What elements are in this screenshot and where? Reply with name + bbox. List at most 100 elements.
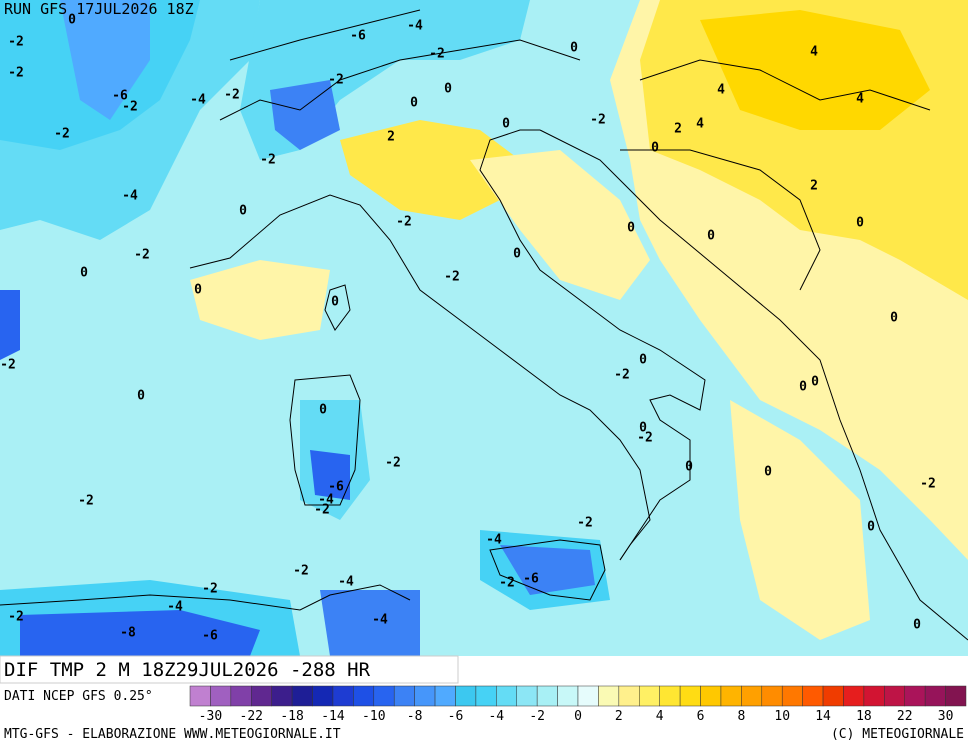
contour-label: -4 xyxy=(122,189,138,204)
colorbar-swatch xyxy=(373,685,395,707)
contour-label: -2 xyxy=(328,73,344,88)
colorbar-swatch xyxy=(291,685,313,707)
contour-label: 0 xyxy=(707,229,715,244)
colorbar-swatch xyxy=(781,685,803,707)
colorbar-swatch xyxy=(741,685,763,707)
contour-label: -2 xyxy=(396,215,412,230)
contour-label: 2 xyxy=(674,122,682,137)
map-background xyxy=(0,0,968,656)
colorbar-swatch xyxy=(189,685,211,707)
contour-label: 0 xyxy=(80,266,88,281)
contour-label: 0 xyxy=(137,389,145,404)
copyright-label: (C) METEOGIORNALE xyxy=(831,727,964,742)
colorbar-swatch xyxy=(720,685,742,707)
contour-label: 0 xyxy=(811,375,819,390)
colorbar-swatch xyxy=(761,685,783,707)
colorbar-swatch xyxy=(414,685,436,707)
coastlines xyxy=(0,9,968,641)
colorbar-label: 14 xyxy=(815,709,831,724)
contour-label: 0 xyxy=(570,41,578,56)
contour-label: -4 xyxy=(190,93,206,108)
colorbar-swatch xyxy=(496,685,517,707)
colorbar-swatch xyxy=(251,685,272,707)
colorbar-swatch xyxy=(863,685,885,707)
colorbar-swatch xyxy=(455,685,477,707)
contour-label: 4 xyxy=(717,83,725,98)
colorbar-label: -4 xyxy=(488,709,504,724)
contour-label: 0 xyxy=(68,13,76,28)
colorbar-swatch xyxy=(353,685,375,707)
contour-label: -2 xyxy=(314,503,330,518)
source-label: DATI NCEP GFS 0.25° xyxy=(4,689,153,704)
colorbar-label: 6 xyxy=(697,709,705,724)
contour-label: -4 xyxy=(486,533,502,548)
colorbar-swatch xyxy=(536,685,558,707)
contour-label: 0 xyxy=(639,353,647,368)
colorbar-label: -2 xyxy=(529,709,545,724)
contour-label: -6 xyxy=(202,629,218,644)
colorbar-label: 0 xyxy=(574,709,582,724)
colorbar-swatch xyxy=(700,685,722,707)
colorbar-swatch xyxy=(822,685,844,707)
contour-label: 2 xyxy=(387,130,395,145)
contour-label: 0 xyxy=(502,117,510,132)
colorbar-swatch xyxy=(577,685,599,707)
contour-label: -2 xyxy=(224,88,240,103)
field-label: DIF TMP 2 M 18Z29JUL2026 -288 HR xyxy=(4,659,371,681)
contour-label: 0 xyxy=(331,295,339,310)
contour-label: -2 xyxy=(8,35,24,50)
contour-label: -2 xyxy=(385,456,401,471)
contour-label: 4 xyxy=(696,117,704,132)
colorbar-label: 4 xyxy=(656,709,664,724)
contour-label: -2 xyxy=(920,477,936,492)
contour-label: -2 xyxy=(577,516,593,531)
contour-label: -4 xyxy=(167,600,183,615)
contour-label: 0 xyxy=(867,520,875,535)
colorbar-label: 18 xyxy=(856,709,872,724)
contour-label: 0 xyxy=(194,283,202,298)
colorbar-swatch xyxy=(639,685,660,707)
contour-label: -2 xyxy=(8,66,24,81)
colorbar-swatch xyxy=(945,685,967,707)
colorbar-swatch xyxy=(393,685,415,707)
colorbar-label: -10 xyxy=(362,709,385,724)
contour-label: 0 xyxy=(890,311,898,326)
contour-label: 0 xyxy=(410,96,418,111)
contour-label: -2 xyxy=(8,610,24,625)
colorbar-swatch xyxy=(312,685,334,707)
colorbar-label: -30 xyxy=(199,709,222,724)
run-label: RUN GFS 17JUL2026 18Z xyxy=(4,0,194,18)
contour-label: 0 xyxy=(651,141,659,156)
colorbar-swatch xyxy=(516,685,538,707)
colorbar-swatch xyxy=(904,685,926,707)
contour-label: -2 xyxy=(637,431,653,446)
contour-label: 0 xyxy=(239,204,247,219)
credit-label: MTG-GFS - ELABORAZIONE WWW.METEOGIORNALE… xyxy=(4,727,341,742)
contour-label: -6 xyxy=(523,572,539,587)
contour-label: -8 xyxy=(120,626,136,641)
contour-label: 0 xyxy=(627,221,635,236)
contour-label: -2 xyxy=(499,576,515,591)
colorbar-swatch xyxy=(598,685,620,707)
colorbar-label: 2 xyxy=(615,709,623,724)
contour-label: -6 xyxy=(350,29,366,44)
contour-label: -2 xyxy=(429,47,445,62)
colorbar-swatch xyxy=(679,685,701,707)
colorbar-label: -14 xyxy=(321,709,345,724)
contour-label: -2 xyxy=(122,100,138,115)
contour-label: -6 xyxy=(328,480,344,495)
contour-label: -2 xyxy=(0,358,16,373)
contour-label: 0 xyxy=(764,465,772,480)
colorbar-label: -8 xyxy=(407,709,423,724)
contour-label: -4 xyxy=(338,575,354,590)
contour-label: 2 xyxy=(810,179,818,194)
colorbar-swatch xyxy=(434,685,456,707)
colorbar-label: 10 xyxy=(774,709,790,724)
contour-label: -2 xyxy=(590,113,606,128)
colorbar-label: 8 xyxy=(737,709,745,724)
colorbar-label: 22 xyxy=(897,709,913,724)
contour-label: -2 xyxy=(202,582,218,597)
contour-label: 0 xyxy=(444,82,452,97)
